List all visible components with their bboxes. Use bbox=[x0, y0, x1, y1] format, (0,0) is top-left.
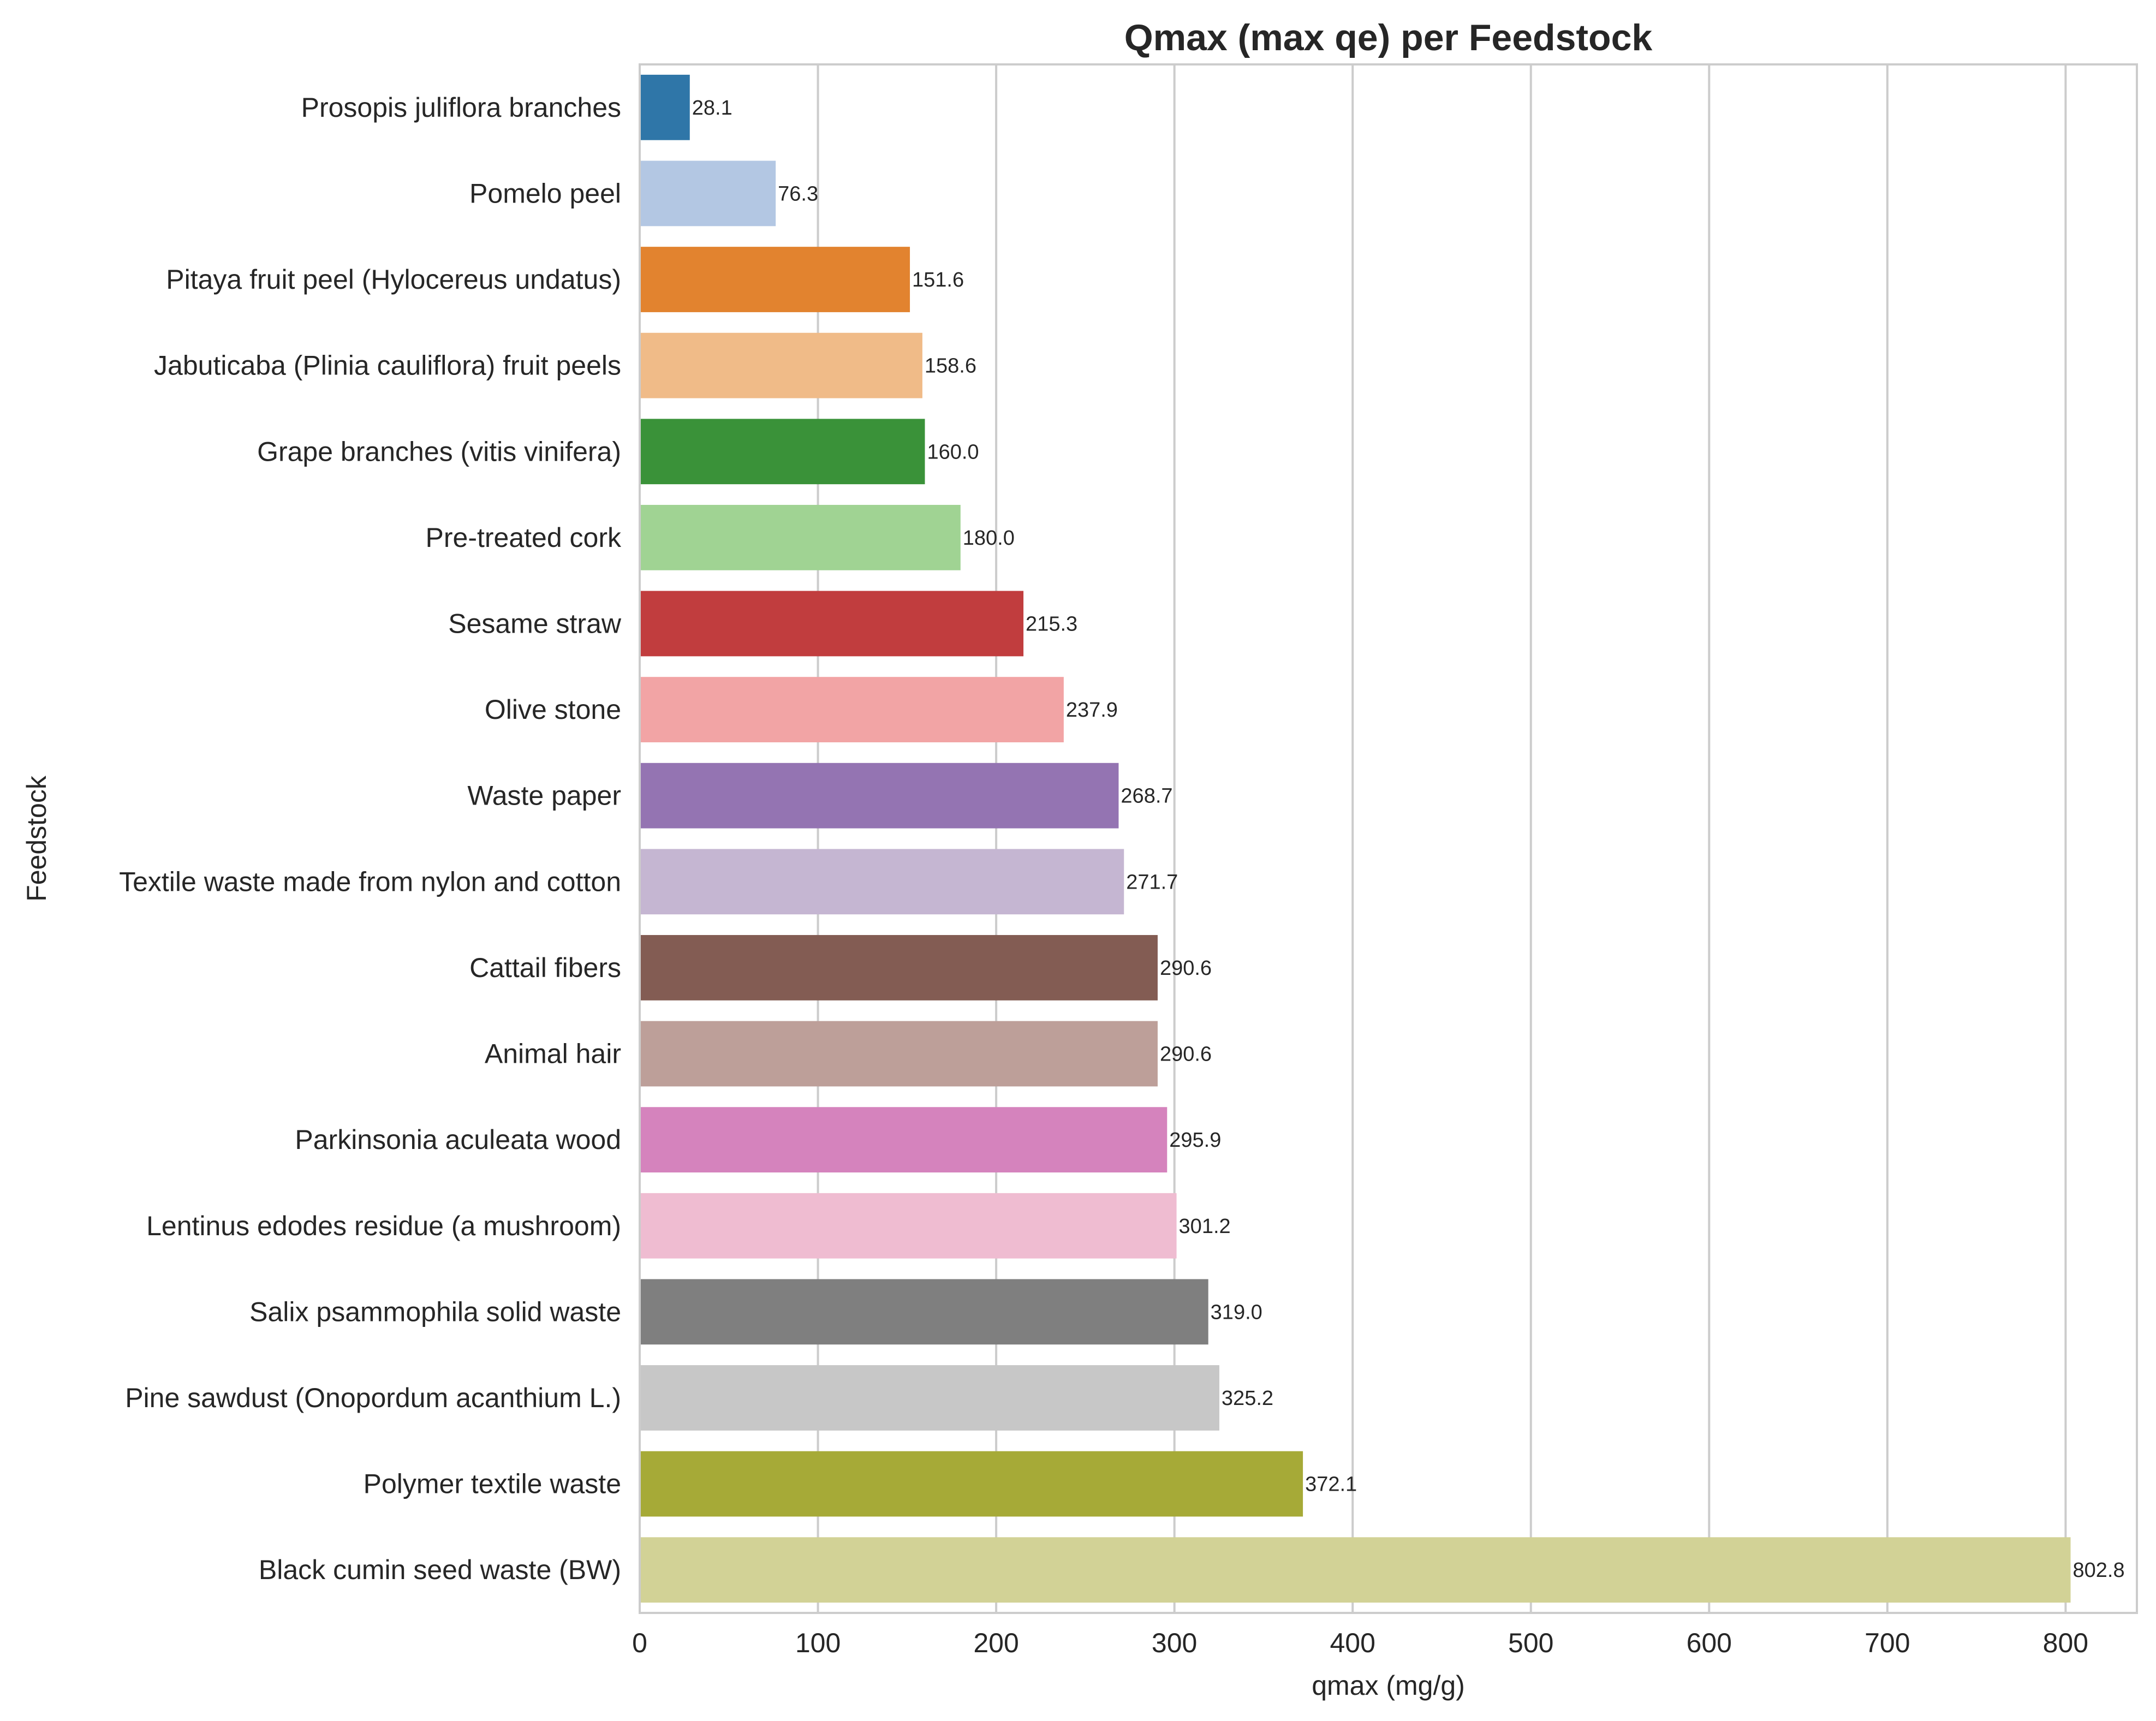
bar bbox=[640, 849, 1124, 915]
plot-frame bbox=[639, 63, 2138, 1614]
x-tick-label: 500 bbox=[1508, 1628, 1553, 1658]
bar bbox=[640, 1193, 1177, 1259]
data-label: 151.6 bbox=[912, 269, 964, 291]
data-label: 268.7 bbox=[1121, 785, 1172, 808]
y-tick-label: Parkinsonia aculeata wood bbox=[295, 1124, 621, 1155]
data-label: 271.7 bbox=[1126, 871, 1178, 894]
y-tick-label: Cattail fibers bbox=[469, 952, 621, 983]
x-axis-label: qmax (mg/g) bbox=[1312, 1670, 1465, 1701]
bar bbox=[640, 935, 1158, 1001]
bar bbox=[640, 1537, 2071, 1603]
y-tick-label: Jabuticaba (Plinia cauliflora) fruit pee… bbox=[154, 350, 621, 381]
data-label: 76.3 bbox=[778, 182, 818, 205]
data-label: 325.2 bbox=[1222, 1387, 1273, 1410]
x-tick-label: 0 bbox=[632, 1628, 647, 1658]
x-tick-label: 700 bbox=[1865, 1628, 1910, 1658]
data-label: 28.1 bbox=[692, 97, 732, 120]
y-tick-label: Black cumin seed waste (BW) bbox=[259, 1555, 621, 1585]
y-tick-label: Pomelo peel bbox=[469, 178, 621, 209]
y-axis-label: Feedstock bbox=[21, 775, 52, 902]
data-label: 237.9 bbox=[1066, 699, 1118, 722]
bar bbox=[640, 74, 690, 140]
bar bbox=[640, 763, 1119, 829]
data-labels: 28.1 76.3 151.6 158.6 160.0 180.0 215.3 237.9 26… bbox=[692, 97, 2125, 1582]
data-label: 802.8 bbox=[2073, 1559, 2125, 1582]
y-tick-label: Waste paper bbox=[467, 781, 621, 811]
x-tick-label: 200 bbox=[973, 1628, 1019, 1658]
data-label: 290.6 bbox=[1160, 1043, 1212, 1066]
y-tick-label: Pre-treated cork bbox=[426, 522, 622, 553]
bar bbox=[640, 591, 1024, 657]
y-tick-label: Pine sawdust (Onopordum acanthium L.) bbox=[125, 1383, 621, 1413]
y-tick-label: Salix psammophila solid waste bbox=[249, 1296, 621, 1327]
data-label: 160.0 bbox=[927, 440, 979, 463]
y-tick-label: Grape branches (vitis vinifera) bbox=[257, 436, 621, 467]
data-label: 180.0 bbox=[963, 527, 1015, 550]
bar bbox=[640, 419, 925, 485]
y-tick-labels: Prosopis juliflora branches Pomelo peel Pi… bbox=[119, 92, 622, 1585]
y-tick-label: Animal hair bbox=[485, 1039, 621, 1069]
bar bbox=[640, 677, 1064, 742]
data-label: 295.9 bbox=[1169, 1129, 1221, 1152]
bar bbox=[640, 160, 776, 227]
y-tick-label: Pitaya fruit peel (Hylocereus undatus) bbox=[166, 264, 621, 295]
y-tick-label: Olive stone bbox=[485, 694, 621, 725]
data-label: 290.6 bbox=[1160, 957, 1212, 980]
bars bbox=[640, 74, 2071, 1603]
y-tick-label: Polymer textile waste bbox=[364, 1469, 621, 1499]
bar bbox=[640, 504, 961, 570]
y-tick-label: Sesame straw bbox=[448, 608, 622, 639]
bar bbox=[640, 332, 922, 398]
x-tick-label: 600 bbox=[1687, 1628, 1732, 1658]
y-tick-label: Lentinus edodes residue (a mushroom) bbox=[146, 1211, 621, 1241]
y-tick-label: Textile waste made from nylon and cotton bbox=[119, 866, 621, 897]
x-tick-label: 300 bbox=[1152, 1628, 1197, 1658]
x-tick-labels: 0 100 200 300 400 500 600 700 800 bbox=[632, 1628, 2088, 1658]
bar bbox=[640, 1451, 1303, 1517]
chart-title: Qmax (max qe) per Feedstock bbox=[1124, 17, 1653, 58]
x-tick-label: 100 bbox=[795, 1628, 841, 1658]
data-label: 301.2 bbox=[1179, 1215, 1231, 1238]
bar bbox=[640, 1021, 1158, 1087]
bar bbox=[640, 1107, 1168, 1173]
x-tick-label: 400 bbox=[1330, 1628, 1375, 1658]
data-label: 215.3 bbox=[1026, 612, 1077, 635]
data-label: 372.1 bbox=[1305, 1473, 1357, 1496]
data-label: 319.0 bbox=[1211, 1301, 1262, 1324]
data-label: 158.6 bbox=[925, 355, 976, 378]
x-tick-label: 800 bbox=[2043, 1628, 2088, 1658]
bar bbox=[640, 247, 910, 312]
bar bbox=[640, 1365, 1219, 1431]
bar bbox=[640, 1279, 1208, 1345]
y-tick-label: Prosopis juliflora branches bbox=[301, 92, 621, 123]
